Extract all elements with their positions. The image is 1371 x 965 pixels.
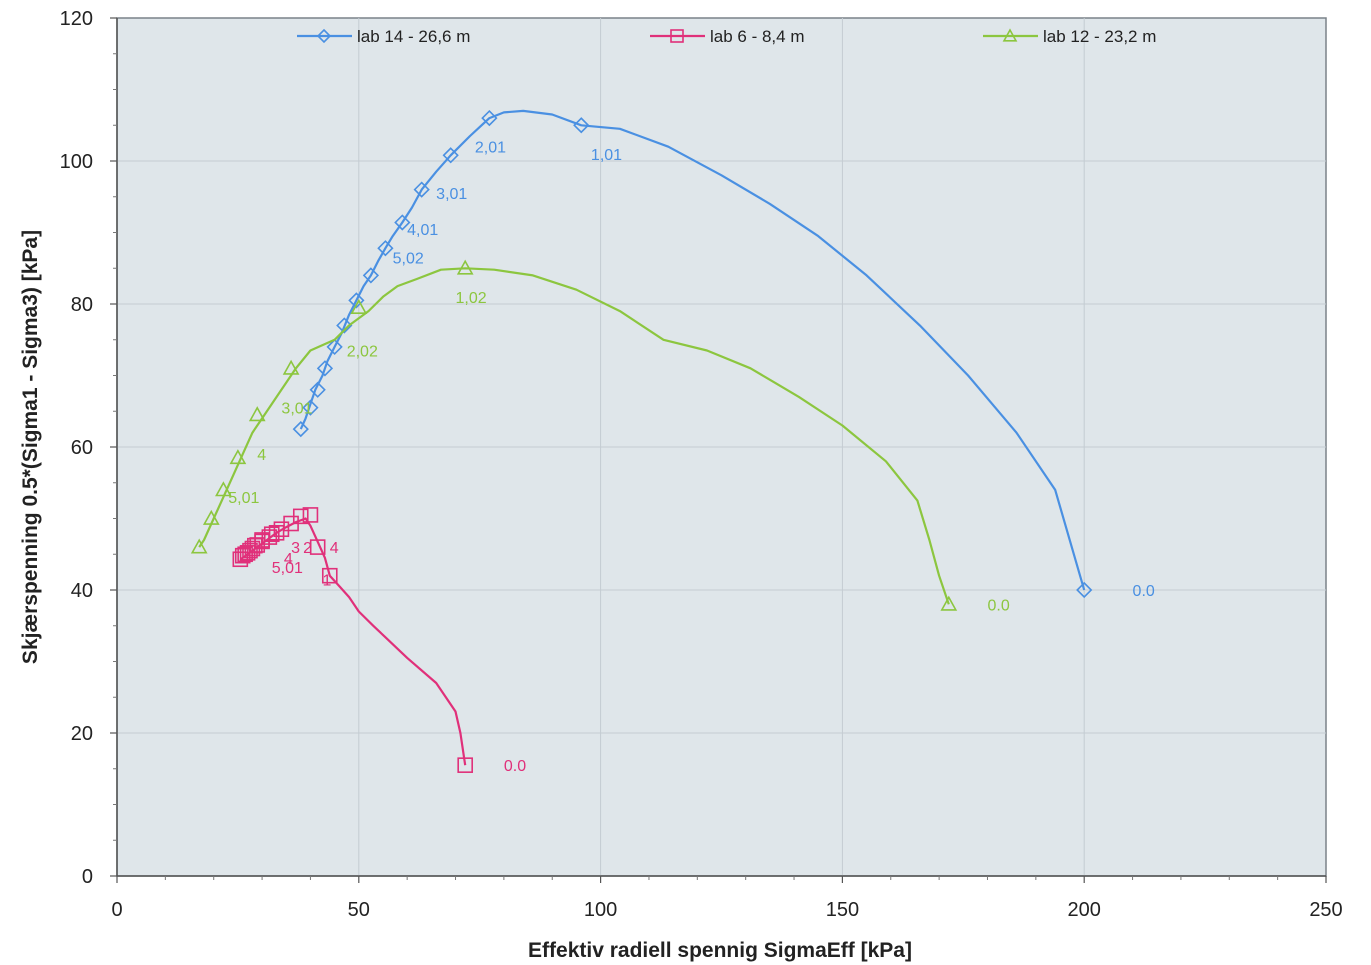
diamond-marker [309, 381, 326, 398]
square-marker [309, 539, 326, 555]
axes: 0 50 100 150 200 250 0 20 40 60 80 100 120 [60, 8, 1343, 921]
x-tick-label: 100 [584, 899, 617, 921]
point-label: 4 [284, 551, 293, 568]
series-layer [190, 109, 1093, 773]
legend-label: lab 14 - 26,6 m [357, 27, 470, 46]
series-line [299, 109, 1086, 591]
y-tick-label: 80 [71, 294, 93, 316]
square-marker [249, 537, 266, 553]
diamond-marker [326, 338, 343, 356]
square-marker [239, 545, 256, 561]
y-tick-label: 120 [60, 8, 93, 30]
diamond-marker [394, 214, 411, 231]
point-label: 3 [291, 540, 300, 557]
point-label: 1,01 [591, 147, 622, 164]
series-2 [232, 507, 473, 773]
diamond-marker [348, 292, 365, 309]
point-label: 4 [257, 447, 266, 464]
diamond-marker [316, 28, 332, 44]
x-tick-label: 0 [111, 899, 122, 921]
point-label: 4 [330, 540, 339, 557]
x-tick-label: 250 [1309, 899, 1342, 921]
point-label: 3,01 [436, 186, 467, 203]
square-marker [302, 507, 319, 523]
point-label: 0.0 [504, 758, 526, 775]
point-label: 2,01 [475, 140, 506, 157]
triangle-marker [456, 259, 474, 275]
diamond-marker [302, 399, 319, 416]
triangle-marker [190, 538, 208, 554]
diamond-marker [292, 420, 309, 438]
triangle-marker [940, 595, 958, 611]
y-axis-title: Skjærspenning 0.5*(Sigma1 - Sigma3) [kPa… [19, 230, 42, 664]
square-marker [268, 524, 285, 541]
square-marker [273, 521, 290, 538]
y-tick-label: 60 [71, 437, 93, 459]
point-label: 1,02 [456, 290, 487, 307]
diamond-marker [413, 181, 430, 198]
point-label: 4,01 [407, 222, 438, 239]
legend-item-1: lab 14 - 26,6 m [297, 27, 470, 46]
diamond-marker [316, 360, 334, 377]
point-label: 5,01 [228, 490, 259, 507]
diamond-marker [481, 109, 498, 127]
square-marker [670, 29, 684, 43]
square-marker [321, 567, 338, 584]
point-label: 5,01 [272, 560, 303, 577]
triangle-marker [350, 298, 368, 314]
y-tick-label: 100 [60, 151, 93, 173]
diamond-marker [1076, 581, 1093, 599]
series-3 [190, 259, 958, 611]
x-tick-label: 200 [1068, 899, 1101, 921]
y-tick-label: 40 [71, 580, 93, 602]
point-label: 0.0 [1133, 583, 1155, 600]
legend-item-2: lab 6 - 8,4 m [650, 27, 805, 46]
grid [117, 18, 1326, 876]
series-line [198, 267, 950, 605]
diamond-marker [573, 117, 590, 134]
x-tick-label: 50 [348, 899, 370, 921]
diamond-marker [362, 267, 380, 284]
point-label: 0.0 [987, 597, 1009, 614]
triangle-marker [282, 359, 300, 375]
point-label: 2 [303, 540, 312, 557]
series-1 [292, 109, 1093, 599]
square-marker [457, 757, 473, 773]
point-label: 3,01 [281, 401, 312, 418]
x-tick-label: 150 [826, 899, 859, 921]
triangle-marker [1002, 28, 1018, 42]
x-axis-title: Effektiv radiell spennig SigmaEff [kPa] [528, 939, 912, 962]
legend: lab 14 - 26,6 m lab 6 - 8,4 m lab 12 - 23,… [297, 27, 1156, 46]
diamond-marker [442, 147, 459, 164]
point-label: 5,02 [393, 251, 424, 268]
point-label: 1 [323, 572, 332, 589]
square-marker [283, 515, 299, 532]
legend-label: lab 12 - 23,2 m [1043, 27, 1156, 46]
y-tick-label: 0 [82, 866, 93, 888]
legend-label: lab 6 - 8,4 m [710, 27, 805, 46]
diamond-marker [377, 240, 394, 257]
legend-item-3: lab 12 - 23,2 m [983, 27, 1156, 46]
triangle-marker [215, 481, 232, 497]
y-tick-label: 20 [71, 723, 93, 745]
triangle-marker [202, 509, 220, 525]
triangle-marker [248, 406, 266, 422]
point-label: 2,02 [347, 343, 378, 360]
diamond-marker [336, 317, 353, 334]
triangle-marker [229, 449, 247, 465]
